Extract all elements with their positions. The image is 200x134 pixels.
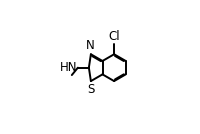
Text: HN: HN [60, 61, 77, 74]
Text: Cl: Cl [109, 30, 120, 43]
Text: N: N [86, 39, 95, 52]
Text: S: S [87, 83, 95, 96]
